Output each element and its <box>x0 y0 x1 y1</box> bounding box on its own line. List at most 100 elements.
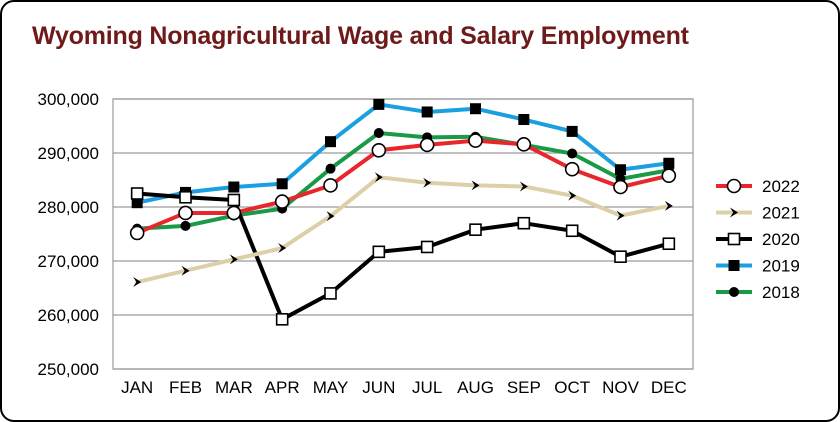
data-point <box>324 287 337 300</box>
x-tick-label: FEB <box>169 378 202 397</box>
series-line <box>135 138 671 235</box>
data-point <box>662 237 676 251</box>
data-point <box>613 179 628 195</box>
x-tick-label: JUN <box>362 378 395 397</box>
data-point <box>664 200 673 211</box>
grid-lines <box>112 98 694 370</box>
x-tick-label: APR <box>265 378 300 397</box>
data-point <box>564 161 580 177</box>
data-point <box>129 225 145 241</box>
data-point <box>374 172 383 183</box>
x-tick-label: JUL <box>412 378 442 397</box>
data-point <box>420 240 434 254</box>
data-point <box>471 180 480 191</box>
data-point <box>615 164 626 176</box>
data-point <box>373 98 385 110</box>
y-tick-label: 290,000 <box>38 144 99 163</box>
data-point <box>726 178 742 194</box>
data-point <box>468 133 483 148</box>
data-point <box>227 193 241 207</box>
data-point <box>373 128 384 139</box>
data-point <box>275 313 289 326</box>
x-tick-label: MAR <box>215 378 253 397</box>
data-point <box>729 287 739 297</box>
x-tick-label: NOV <box>602 378 640 397</box>
x-tick-label: JAN <box>121 378 153 397</box>
data-point <box>730 207 738 218</box>
data-point <box>517 216 531 230</box>
y-tick-label: 270,000 <box>38 252 99 271</box>
legend-item-2019: 2019 <box>716 257 800 276</box>
x-tick-label: AUG <box>457 378 494 397</box>
data-point <box>519 181 528 192</box>
data-point <box>661 168 677 183</box>
legend-label: 2020 <box>762 230 800 249</box>
data-point <box>423 177 432 188</box>
legend: 2022 2021 2020 2019 2018 <box>716 177 800 302</box>
legend-item-2022: 2022 <box>716 177 800 196</box>
data-point <box>516 137 532 152</box>
y-tick-label: 280,000 <box>38 198 99 217</box>
plot-area-border <box>112 98 694 370</box>
data-point <box>727 232 741 246</box>
data-point <box>663 157 675 169</box>
data-point <box>728 260 740 271</box>
legend-label: 2021 <box>762 204 800 223</box>
data-point <box>470 103 481 115</box>
data-point <box>614 250 627 263</box>
data-point <box>229 254 238 265</box>
data-point <box>419 137 435 153</box>
data-point <box>372 245 386 259</box>
y-tick-label: 260,000 <box>38 306 99 325</box>
data-point <box>131 197 143 209</box>
data-point <box>179 190 192 204</box>
series-line <box>135 131 671 231</box>
legend-label: 2019 <box>762 257 800 276</box>
legend-label: 2022 <box>762 177 800 196</box>
data-point <box>325 163 336 174</box>
data-point <box>274 194 290 209</box>
data-point <box>518 114 530 126</box>
series-2020 <box>130 187 676 326</box>
data-point <box>323 178 338 193</box>
x-tick-label: OCT <box>554 378 590 397</box>
y-axis-ticks: 250,000 260,000 270,000 280,000 290,000 300,0… <box>38 90 99 379</box>
series-layer <box>129 98 677 326</box>
data-point <box>565 224 579 238</box>
data-point <box>226 205 242 221</box>
series-2022 <box>129 133 677 241</box>
data-point <box>180 220 191 231</box>
data-point <box>181 265 190 276</box>
series-line <box>135 191 671 322</box>
data-point <box>130 187 144 200</box>
data-point <box>133 277 142 288</box>
x-tick-label: SEP <box>507 378 541 397</box>
data-point <box>566 125 578 137</box>
series-2021 <box>133 172 673 288</box>
data-point <box>178 205 193 221</box>
x-axis-ticks: JAN FEB MAR APR MAY JUN JUL AUG SEP OCT NOV DEC <box>121 378 687 397</box>
series-line <box>135 175 671 285</box>
data-point <box>325 136 336 148</box>
data-point <box>276 178 288 190</box>
y-tick-label: 250,000 <box>38 360 99 379</box>
data-point <box>616 210 625 221</box>
legend-item-2020: 2020 <box>716 230 800 249</box>
series-2019 <box>131 98 675 209</box>
data-point <box>421 106 433 118</box>
data-point <box>326 211 335 222</box>
data-point <box>469 223 482 236</box>
chart-title: Wyoming Nonagricultural Wage and Salary … <box>32 22 689 50</box>
y-tick-label: 300,000 <box>38 90 99 109</box>
legend-item-2021: 2021 <box>716 204 800 223</box>
data-point <box>371 143 387 158</box>
data-point <box>567 148 578 159</box>
series-line <box>135 102 671 205</box>
x-tick-label: MAY <box>313 378 349 397</box>
data-point <box>278 243 287 254</box>
data-point <box>568 190 577 201</box>
legend-label: 2018 <box>762 283 800 302</box>
legend-item-2018: 2018 <box>716 283 800 302</box>
